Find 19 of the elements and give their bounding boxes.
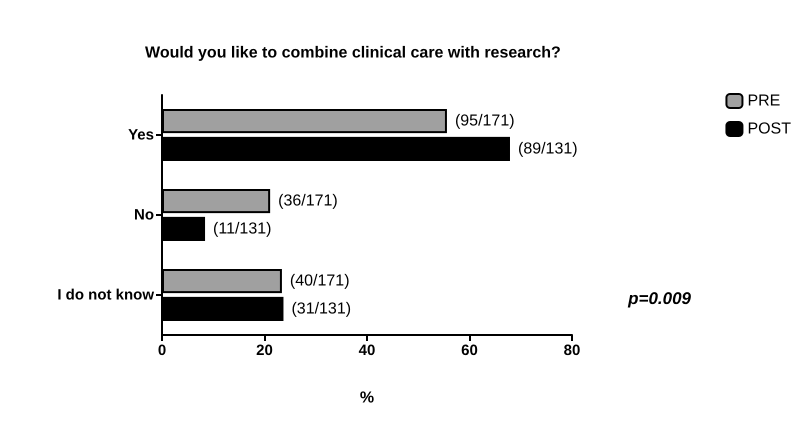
text: p=0.009 [627, 289, 692, 308]
data-label: (31/131) [291, 300, 352, 318]
x-tick-label: 80 [564, 342, 580, 359]
y-tick-label: Yes [128, 126, 154, 144]
x-tick-label: 0 [158, 342, 166, 359]
data-label: (40/171) [290, 272, 350, 290]
data-label: (89/131) [518, 140, 578, 158]
chart-title: Would you like to combine clinical care with research? [145, 44, 561, 62]
legend-label: PRE [747, 92, 780, 110]
x-tick-label: 60 [461, 342, 478, 359]
data-label: (36/171) [278, 192, 338, 210]
x-axis-title: % [360, 390, 374, 406]
legend-label: POST [747, 120, 792, 138]
x-tick-label: 20 [256, 342, 273, 359]
data-label: (11/131) [213, 220, 272, 238]
data-label: (95/171) [454, 112, 515, 130]
y-tick-label: No [134, 206, 154, 224]
y-tick-label: I do not know [57, 286, 154, 304]
x-tick-label: 40 [358, 342, 376, 359]
